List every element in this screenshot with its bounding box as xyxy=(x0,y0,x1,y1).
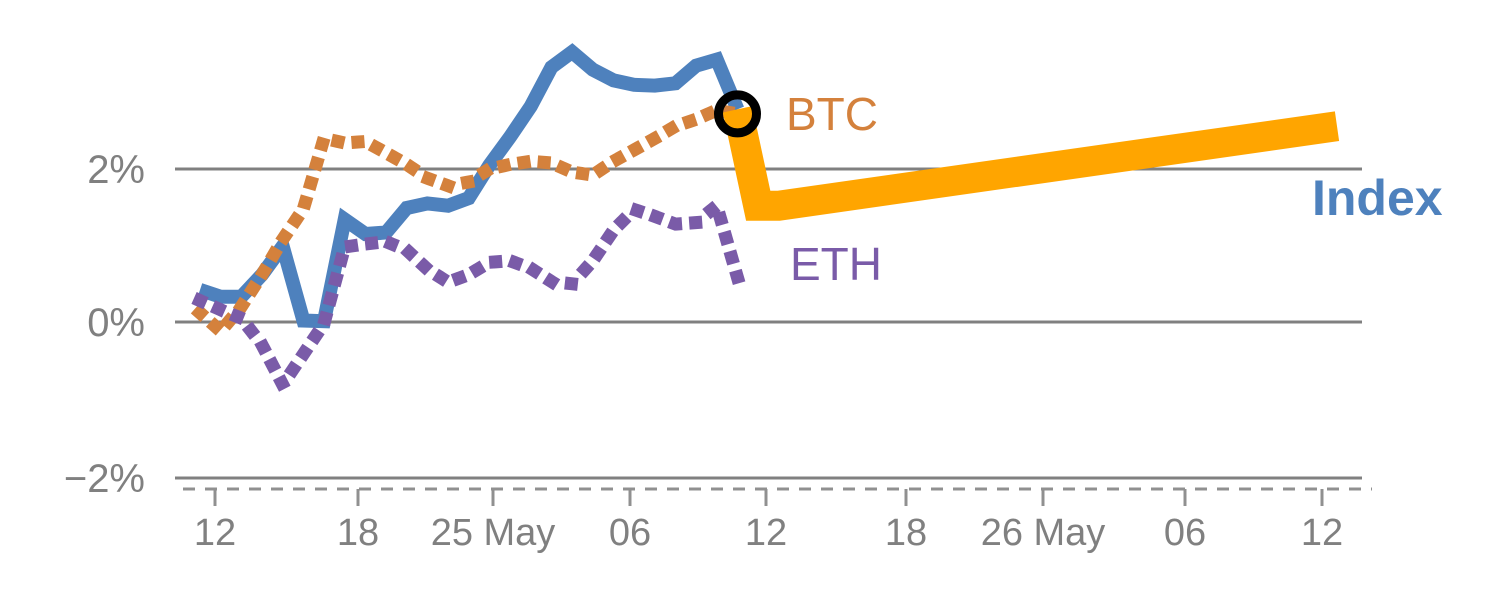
xtick-label-3: 06 xyxy=(609,512,651,554)
series-path-eth xyxy=(191,194,746,398)
forecast-start-marker[interactable] xyxy=(714,90,761,138)
x-axis-tick-labels: 12 18 25 May 06 12 18 26 May 06 12 xyxy=(194,512,1343,554)
gridlines xyxy=(175,167,1362,480)
ytick-label-0pct: 0% xyxy=(87,301,145,345)
series-label-index: Index xyxy=(1312,170,1443,226)
xtick-label-8: 12 xyxy=(1301,512,1343,554)
xtick-label-1: 18 xyxy=(337,512,379,554)
forecast-start-marker-layer xyxy=(714,90,761,138)
xtick-label-0: 12 xyxy=(194,512,236,554)
series-layer xyxy=(190,43,1340,398)
ytick-label-2pct: 2% xyxy=(87,148,145,192)
xtick-label-7: 06 xyxy=(1164,512,1206,554)
series-path-index xyxy=(197,43,744,329)
y-axis-tick-labels: 2% 0% −2% xyxy=(64,148,145,501)
xtick-label-4: 12 xyxy=(745,512,787,554)
series-path-btc xyxy=(190,103,746,341)
ytick-label-neg2pct: −2% xyxy=(64,457,145,501)
xtick-label-2: 25 May xyxy=(431,512,556,554)
xtick-label-6: 26 May xyxy=(981,512,1106,554)
x-axis-ticks xyxy=(213,489,1324,506)
series-label-btc: BTC xyxy=(786,88,878,140)
series-label-eth: ETH xyxy=(790,238,882,290)
xtick-label-5: 18 xyxy=(885,512,927,554)
series-path-index-forecast xyxy=(722,106,1340,221)
